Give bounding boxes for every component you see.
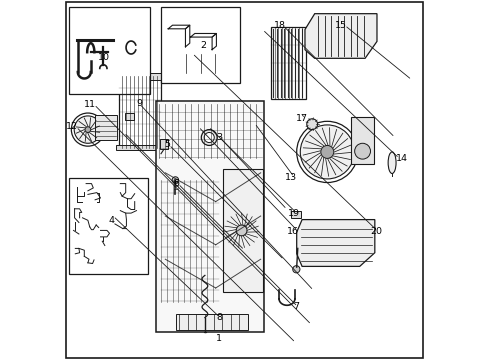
- Text: 3: 3: [216, 133, 222, 142]
- Text: 16: 16: [286, 227, 299, 236]
- Polygon shape: [296, 220, 374, 266]
- Bar: [168, 29, 185, 47]
- Text: 12: 12: [66, 122, 78, 131]
- Text: 2: 2: [200, 41, 205, 50]
- Bar: [69, 7, 149, 94]
- Bar: [95, 115, 117, 140]
- Text: 11: 11: [84, 100, 96, 109]
- Bar: [290, 211, 300, 218]
- Circle shape: [354, 143, 370, 159]
- Circle shape: [236, 225, 246, 236]
- Circle shape: [204, 132, 214, 143]
- Circle shape: [172, 177, 178, 183]
- Circle shape: [74, 116, 102, 143]
- Bar: [190, 37, 212, 50]
- Polygon shape: [185, 25, 189, 47]
- Bar: [118, 76, 161, 148]
- Polygon shape: [168, 25, 189, 29]
- Bar: [164, 51, 232, 76]
- Bar: [115, 73, 163, 80]
- Polygon shape: [212, 33, 216, 50]
- Bar: [115, 145, 163, 150]
- Text: 5: 5: [164, 140, 170, 149]
- Circle shape: [71, 113, 104, 146]
- Bar: [69, 178, 148, 274]
- Ellipse shape: [387, 152, 395, 174]
- Polygon shape: [190, 33, 216, 37]
- Circle shape: [296, 121, 357, 183]
- Text: 7: 7: [293, 302, 299, 311]
- Circle shape: [292, 266, 299, 273]
- Text: 8: 8: [216, 313, 222, 322]
- Text: 19: 19: [287, 209, 300, 217]
- Text: 9: 9: [136, 99, 142, 108]
- Bar: [176, 314, 247, 330]
- Bar: [271, 27, 305, 99]
- Text: 15: 15: [334, 21, 346, 30]
- Text: 14: 14: [395, 154, 407, 163]
- Polygon shape: [305, 14, 376, 58]
- Text: 1: 1: [216, 334, 222, 343]
- Circle shape: [306, 119, 317, 130]
- Bar: [125, 113, 134, 120]
- Text: 4: 4: [108, 216, 114, 225]
- Bar: [350, 117, 373, 164]
- Circle shape: [320, 145, 333, 158]
- Text: 20: 20: [369, 227, 381, 236]
- Text: 13: 13: [284, 173, 296, 182]
- Circle shape: [300, 125, 354, 179]
- Bar: [223, 169, 262, 292]
- Text: 10: 10: [98, 53, 110, 62]
- Circle shape: [85, 127, 91, 132]
- Circle shape: [201, 130, 217, 145]
- Text: 17: 17: [296, 114, 307, 123]
- Text: 6: 6: [173, 179, 179, 188]
- Bar: [75, 37, 83, 42]
- Text: 18: 18: [273, 22, 285, 31]
- Bar: [161, 7, 240, 83]
- Polygon shape: [156, 101, 264, 332]
- Bar: [160, 139, 167, 149]
